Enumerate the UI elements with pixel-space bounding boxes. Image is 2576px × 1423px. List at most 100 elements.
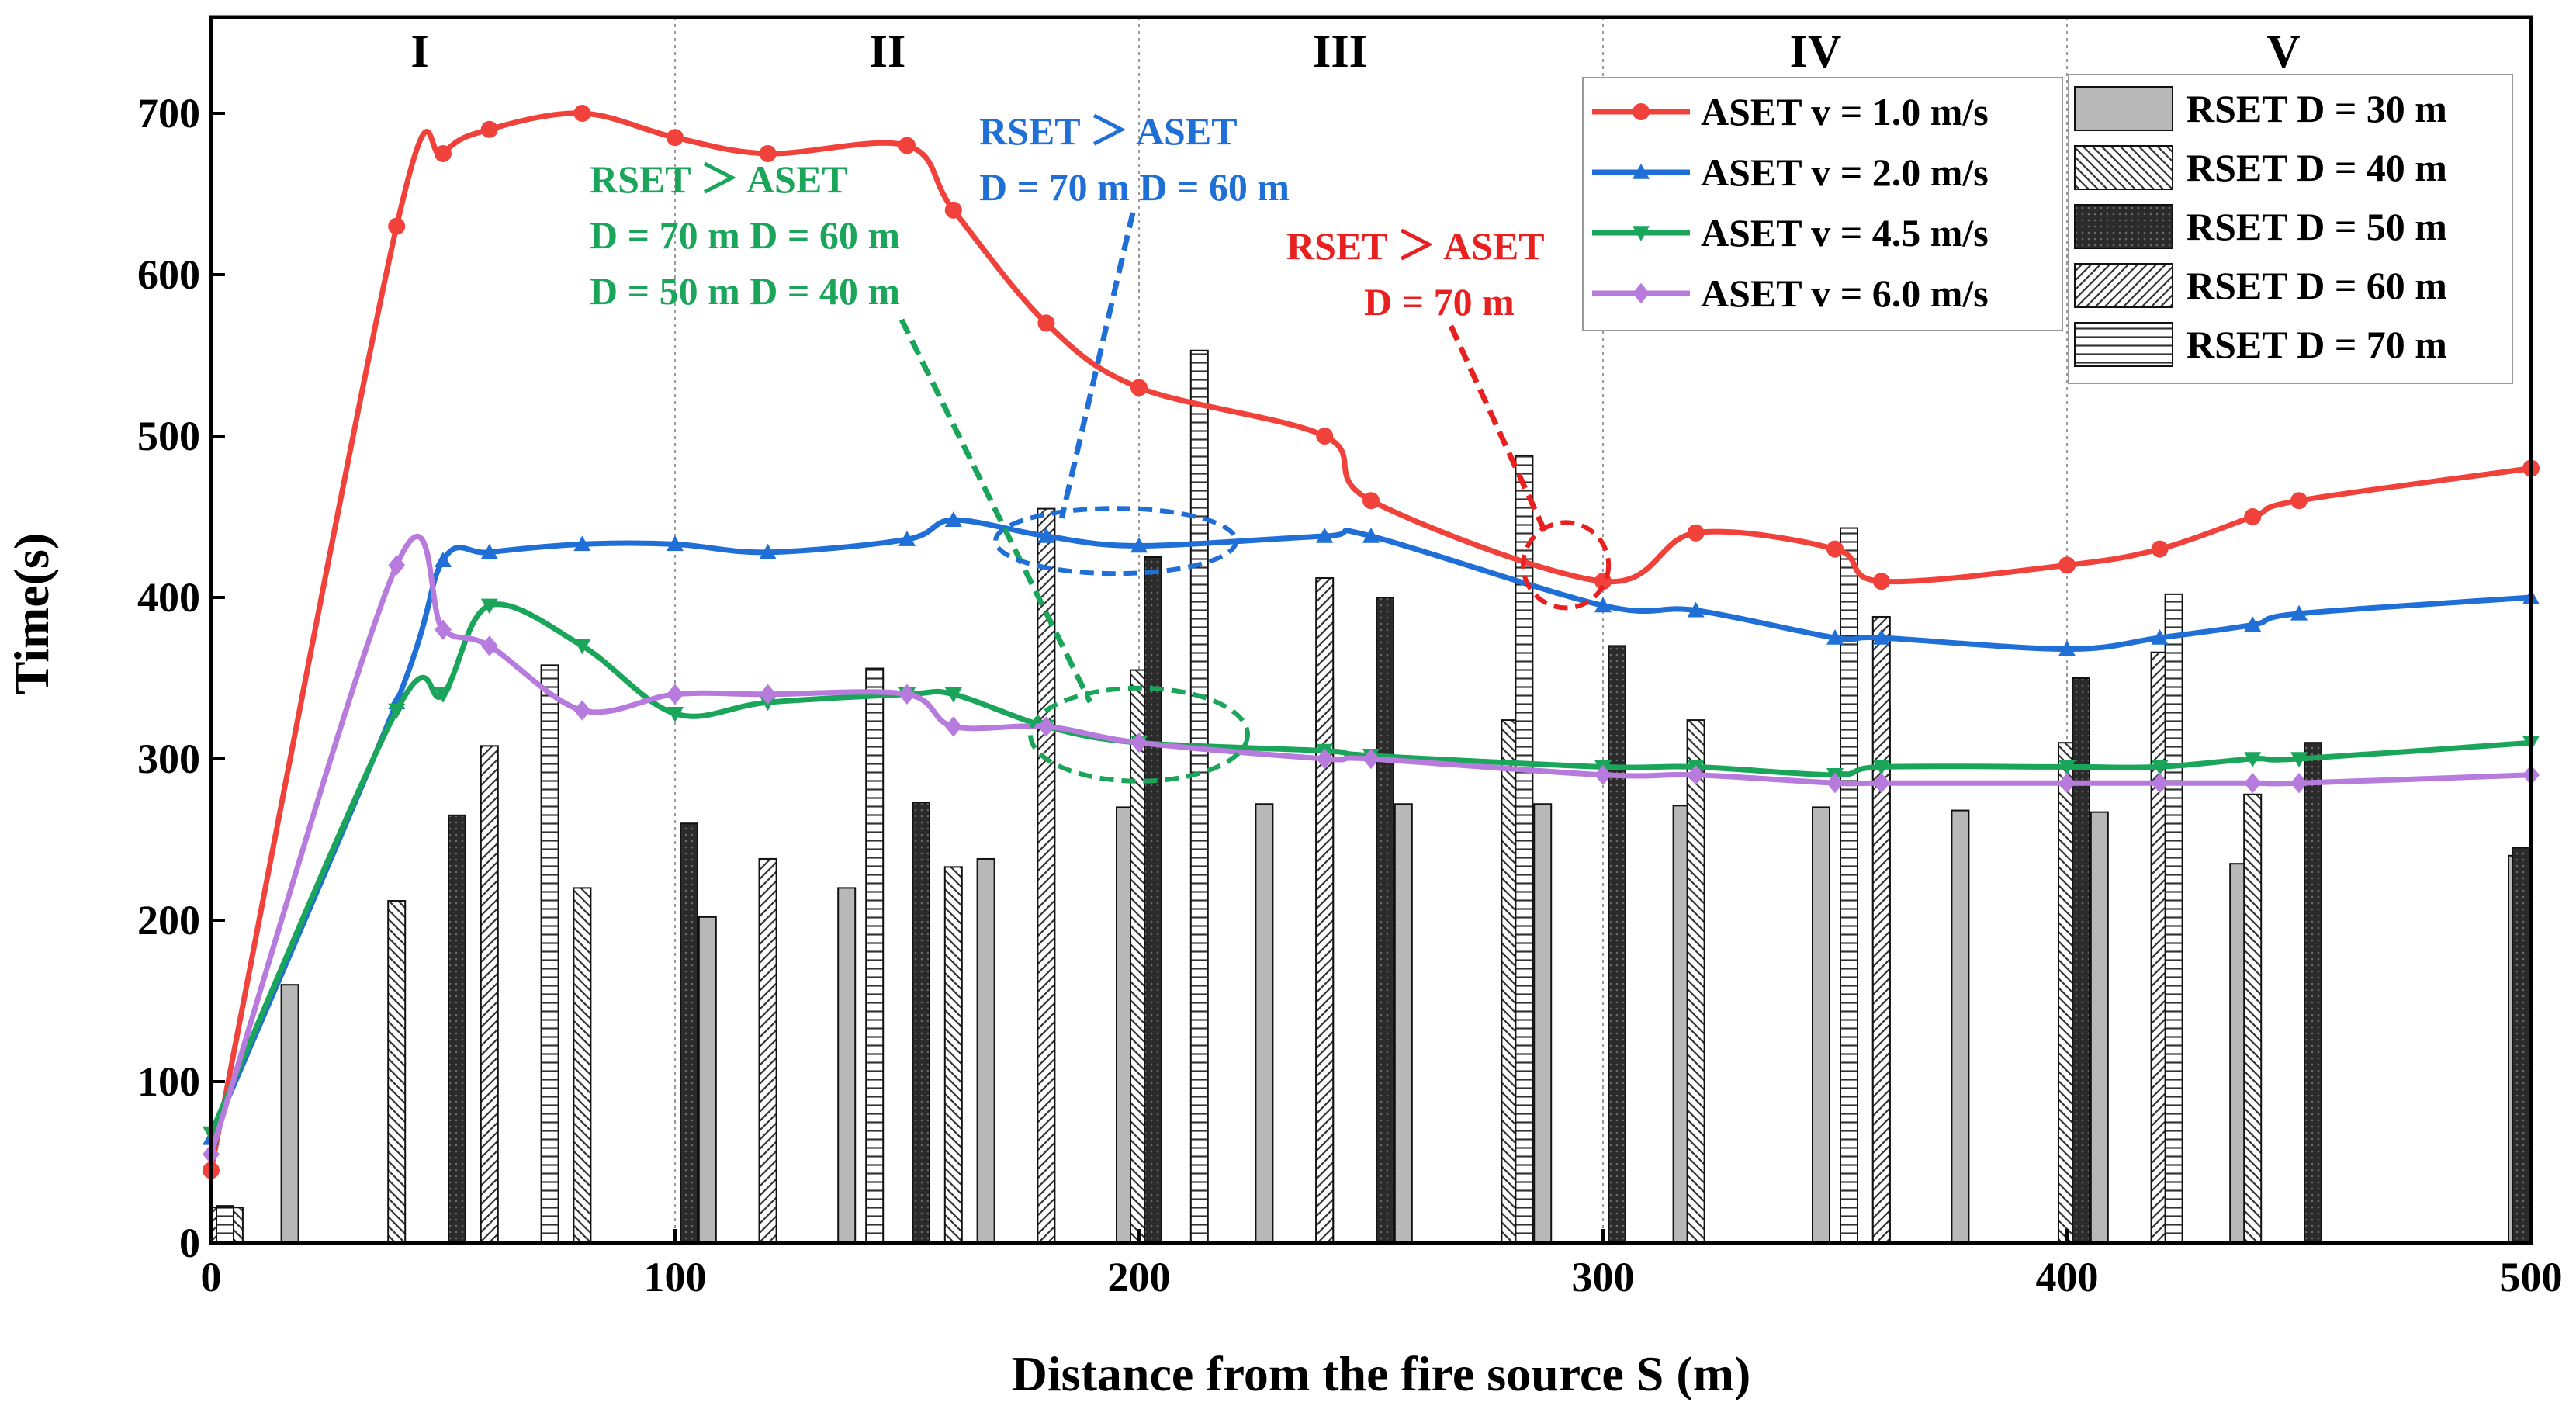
bar-rset-d-40-m-40	[387, 900, 407, 1245]
point-aset-v-4-5-m-s-400	[2058, 760, 2076, 776]
bar-rset-d-50-m-450	[2304, 742, 2322, 1244]
bar-rset-d-50-m-50	[448, 814, 466, 1245]
point-aset-v-4-5-m-s-60	[480, 598, 498, 615]
x-axis-label: Distance from the fire source S (m)	[1012, 1346, 1751, 1401]
point-aset-v-2-0-m-s-300	[1594, 597, 1612, 613]
point-aset-v-2-0-m-s-440	[2244, 616, 2262, 632]
bar-rset-d-50-m-150	[912, 802, 930, 1245]
point-aset-v-6-0-m-s-300	[1594, 764, 1612, 785]
legend-item-rset-d-30-m: RSET D = 30 m	[2074, 86, 2447, 131]
legend-label-aset-v-1-0-m-s: ASET v = 1.0 m/s	[1701, 90, 1989, 133]
bar-series-rset-d-30-m	[280, 803, 2526, 1245]
legend-swatch-rset-d-40-m	[2074, 145, 2173, 190]
legend-label-aset-v-6-0-m-s: ASET v = 6.0 m/s	[1701, 272, 1989, 315]
annotation-3: RSET ＞ ASET D = 70 m	[1286, 224, 1612, 611]
point-aset-v-2-0-m-s-180	[1037, 527, 1055, 543]
bar-rset-d-50-m-250	[1376, 597, 1394, 1244]
legend-label-rset-d-50-m: RSET D = 50 m	[2186, 205, 2447, 248]
region-labels: I II III IV V	[410, 26, 2300, 77]
y-tick-label-0: 0	[179, 1220, 200, 1266]
point-aset-v-6-0-m-s-100	[667, 684, 684, 705]
point-aset-v-2-0-m-s-120	[759, 543, 777, 559]
point-aset-v-6-0-m-s-150	[898, 684, 916, 705]
point-aset-v-1-0-m-s-100	[667, 129, 684, 147]
legend-marker-aset-v-1-0-m-s	[1633, 103, 1650, 120]
legend-item-aset-v-1-0-m-s: ASET v = 1.0 m/s	[1592, 90, 1989, 133]
point-aset-v-2-0-m-s-450	[2290, 604, 2308, 621]
legend-label-aset-v-2-0-m-s: ASET v = 2.0 m/s	[1701, 151, 1989, 194]
point-aset-v-6-0-m-s-360	[1872, 773, 1890, 794]
point-aset-v-6-0-m-s-420	[2151, 773, 2169, 794]
point-aset-v-1-0-m-s-400	[2058, 556, 2076, 574]
bar-rset-d-40-m-160	[943, 866, 963, 1244]
bar-rset-d-30-m-230	[1255, 803, 1274, 1244]
x-tick-label-500: 500	[2500, 1254, 2563, 1300]
point-aset-v-6-0-m-s-80	[573, 700, 591, 721]
legend: ASET v = 1.0 m/s ASET v = 2.0 m/s ASET v =…	[1582, 74, 2513, 384]
bar-series	[212, 349, 2530, 1245]
bar-rset-d-70-m-0	[216, 1207, 234, 1244]
point-aset-v-2-0-m-s-420	[2151, 629, 2169, 645]
point-aset-v-1-0-m-s-80	[573, 105, 591, 122]
legend-label-rset-d-60-m: RSET D = 60 m	[2186, 264, 2447, 307]
point-aset-v-1-0-m-s-360	[1872, 573, 1890, 590]
point-aset-v-6-0-m-s-250	[1362, 748, 1380, 770]
point-aset-v-2-0-m-s-160	[944, 511, 962, 527]
legend-item-rset-d-40-m: RSET D = 40 m	[2074, 145, 2447, 190]
annotation-1-line-3: D = 50 m D = 40 m	[590, 269, 900, 313]
bar-rset-d-30-m-170	[976, 857, 995, 1244]
point-aset-v-1-0-m-s-120	[759, 145, 777, 162]
bar-rset-d-50-m-300	[1608, 645, 1626, 1244]
point-aset-v-6-0-m-s-320	[1687, 764, 1705, 785]
bar-rset-d-60-m-120	[758, 857, 777, 1244]
legend-swatch-rset-d-70-m	[2074, 322, 2173, 367]
bar-rset-d-70-m-70	[540, 664, 559, 1244]
annotation-3-leader	[1448, 324, 1549, 537]
point-aset-v-6-0-m-s-180	[1037, 716, 1055, 737]
x-tick-label-200: 200	[1108, 1254, 1171, 1300]
annotation-1-ellipse	[1028, 685, 1250, 784]
x-tick-label-300: 300	[1572, 1254, 1635, 1300]
point-aset-v-6-0-m-s-400	[2058, 773, 2076, 794]
region-label-ii: II	[870, 26, 906, 77]
point-aset-v-1-0-m-s-240	[1316, 428, 1334, 445]
y-tick-label-600: 600	[137, 251, 200, 298]
bar-rset-d-70-m-280	[1515, 454, 1534, 1244]
axes: 0 100 200 300 400 500 0 100 200 300 400 500 600 700	[137, 15, 2563, 1300]
point-aset-v-1-0-m-s-450	[2290, 492, 2308, 510]
y-axis-label: Time(s)	[4, 533, 59, 695]
point-aset-v-2-0-m-s-60	[480, 543, 498, 559]
point-aset-v-2-0-m-s-150	[898, 531, 916, 546]
bar-rset-d-50-m-400	[2072, 677, 2090, 1244]
region-label-i: I	[410, 26, 428, 77]
annotation-3-line-1: RSET ＞ ASET	[1286, 224, 1545, 268]
point-aset-v-1-0-m-s-350	[1826, 540, 1844, 558]
point-aset-v-6-0-m-s-60	[480, 635, 498, 656]
point-aset-v-4-5-m-s-360	[1872, 760, 1890, 776]
x-tick-label-0: 0	[201, 1254, 222, 1300]
point-aset-v-2-0-m-s-240	[1316, 527, 1334, 543]
point-aset-v-2-0-m-s-250	[1362, 527, 1380, 543]
point-aset-v-1-0-m-s-180	[1037, 314, 1055, 332]
point-aset-v-2-0-m-s-100	[667, 535, 684, 552]
point-aset-v-1-0-m-s-160	[944, 201, 962, 219]
bar-rset-d-70-m-210	[1189, 349, 1209, 1244]
annotation-2: RSET ＞ ASET D = 70 m D = 60 m	[979, 109, 1290, 576]
bar-rset-d-30-m-350	[1812, 806, 1830, 1244]
legend-item-aset-v-2-0-m-s: ASET v = 2.0 m/s	[1592, 151, 1989, 194]
point-aset-v-1-0-m-s-40	[388, 217, 406, 235]
y-tick-label-200: 200	[137, 897, 200, 943]
point-aset-v-2-0-m-s-50	[435, 552, 452, 567]
line-series-aset-v-1-0-m-s	[203, 105, 2540, 1179]
region-label-iv: IV	[1790, 26, 1842, 77]
legend-label-rset-d-40-m: RSET D = 40 m	[2186, 146, 2447, 189]
bar-rset-d-50-m-100	[680, 822, 698, 1244]
point-aset-v-4-5-m-s-160	[944, 687, 962, 703]
legend-item-aset-v-4-5-m-s: ASET v = 4.5 m/s	[1592, 211, 1989, 254]
legend-item-rset-d-70-m: RSET D = 70 m	[2074, 322, 2447, 367]
legend-label-rset-d-30-m: RSET D = 30 m	[2186, 87, 2447, 130]
annotation-3-ellipse	[1521, 520, 1612, 611]
point-aset-v-4-5-m-s-450	[2290, 752, 2308, 767]
legend-item-rset-d-60-m: RSET D = 60 m	[2074, 263, 2447, 308]
